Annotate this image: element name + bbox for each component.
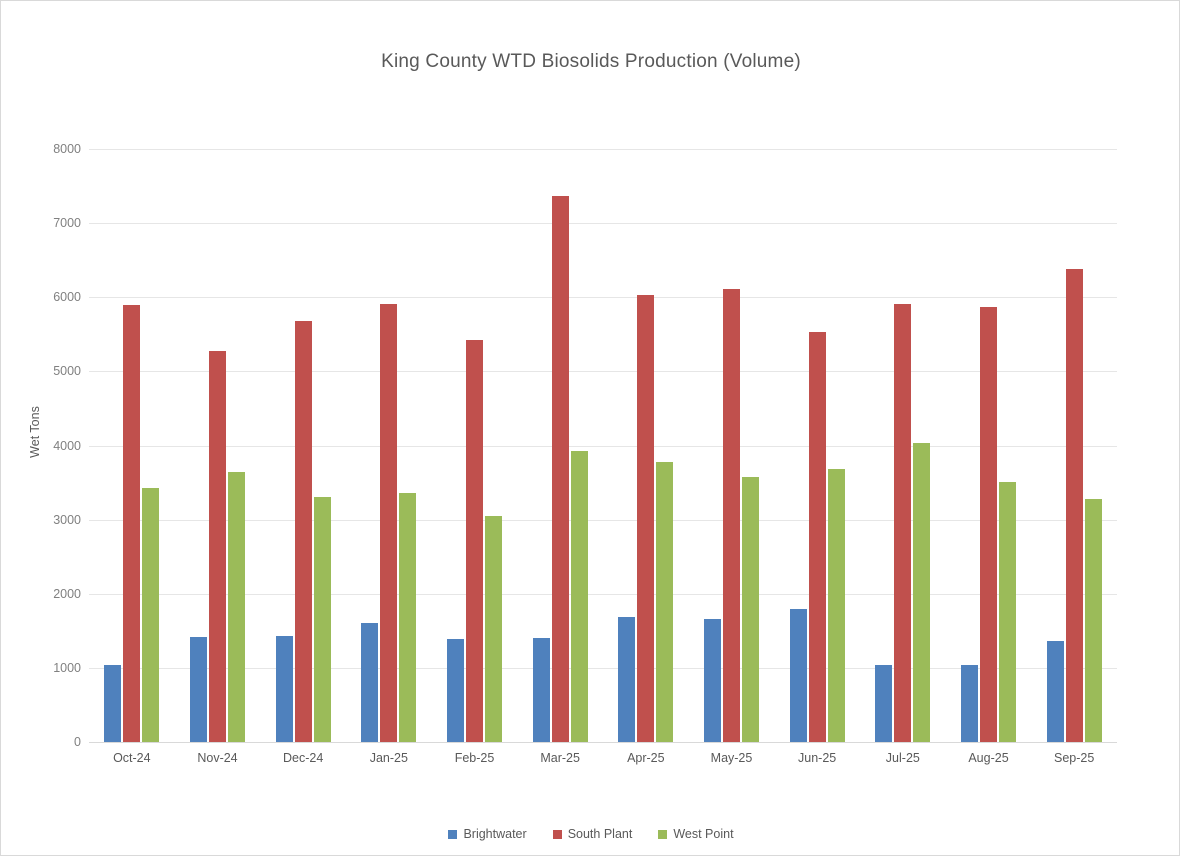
bar [618,616,636,742]
bar [361,623,379,742]
bar [447,638,464,742]
bar [275,636,293,742]
bar [209,350,226,742]
bar [1084,498,1102,742]
legend-label: Brightwater [463,827,527,841]
x-axis-tick-label: Sep-25 [1054,751,1095,765]
legend-label: West Point [673,827,734,841]
x-axis-tick-label: Jul-25 [885,751,920,765]
bar [875,665,893,742]
bar-group [361,149,417,742]
bar-group [447,149,502,742]
x-axis-tick-label: Apr-25 [627,751,665,765]
bar [123,305,141,742]
x-axis-tick-label: May-25 [710,751,753,765]
bar [637,294,655,742]
bar [466,340,483,742]
legend-item[interactable]: Brightwater [448,827,527,841]
bar-group [704,149,759,742]
bar [570,451,588,742]
bar [313,496,331,742]
gridline [89,223,1117,225]
bar-group [275,149,331,742]
gridline [89,519,1117,521]
bar-group [1046,149,1102,742]
gridline [89,371,1117,373]
chart-legend: Brightwater South Plant West Point [1,827,1179,841]
legend-item[interactable]: West Point [658,827,734,841]
x-axis-line [89,742,1117,743]
plot-area [89,149,1117,743]
bar [827,469,845,742]
bar [789,608,807,742]
bar [228,472,245,742]
bar [742,476,759,742]
bar [656,461,674,742]
bar [380,303,398,742]
bar [704,618,721,742]
chart-title: King County WTD Biosolids Production (Vo… [381,51,801,72]
bar-group [961,149,1016,742]
bar [980,306,997,742]
y-axis-tick-label: 6000 [53,290,81,305]
gridline [89,445,1117,447]
legend-item[interactable]: South Plant [552,827,633,841]
y-axis-tick-label: 1000 [53,660,81,675]
y-axis-tick-label: 3000 [53,512,81,527]
x-axis-tick-label: Oct-24 [113,751,151,765]
bar [190,636,207,742]
legend-label: South Plant [567,827,633,841]
y-axis-tick-label: 0 [74,735,81,749]
bar-group [875,149,931,742]
bar-group [532,149,588,742]
bar [1046,641,1064,742]
legend-swatch-icon [448,829,458,839]
x-axis-tick-label: Dec-24 [283,751,324,765]
bar [723,289,740,742]
x-axis-tick-label: Jan-25 [369,751,408,765]
bar [551,196,569,742]
bar-group [190,149,245,742]
bar [894,303,912,742]
x-axis-tick-label: Nov-24 [197,751,238,765]
y-axis-tick-labels: 0 1000 2000 3000 4000 5000 6000 7000 8000 [11,142,81,749]
legend-swatch-icon [658,829,668,839]
bar-group [104,149,160,742]
bar [485,515,502,742]
bar [399,493,417,742]
bar [999,481,1016,742]
x-axis-tick-label: Aug-25 [968,751,1009,765]
y-axis-tick-label: 4000 [53,438,81,453]
x-axis-tick-label: Mar-25 [540,751,580,765]
bar [913,443,931,742]
legend-swatch-icon [552,829,562,839]
gridline [89,593,1117,595]
bar-group [618,149,674,742]
y-axis-tick-label: 5000 [53,364,81,379]
bar-group [789,149,845,742]
gridline [89,667,1117,669]
gridline [89,297,1117,299]
x-axis-tick-label: Jun-25 [798,751,837,765]
bar [104,665,122,742]
y-axis-tick-label: 7000 [53,216,81,231]
bar [294,320,312,742]
bar [532,637,550,742]
bar [961,665,978,742]
gridline [89,149,1117,150]
bar [142,487,160,742]
x-axis-tick-label: Feb-25 [454,751,495,765]
y-axis-tick-label: 8000 [53,142,81,156]
y-axis-tick-label: 2000 [53,586,81,601]
bar [808,332,826,742]
bar [1065,268,1083,742]
